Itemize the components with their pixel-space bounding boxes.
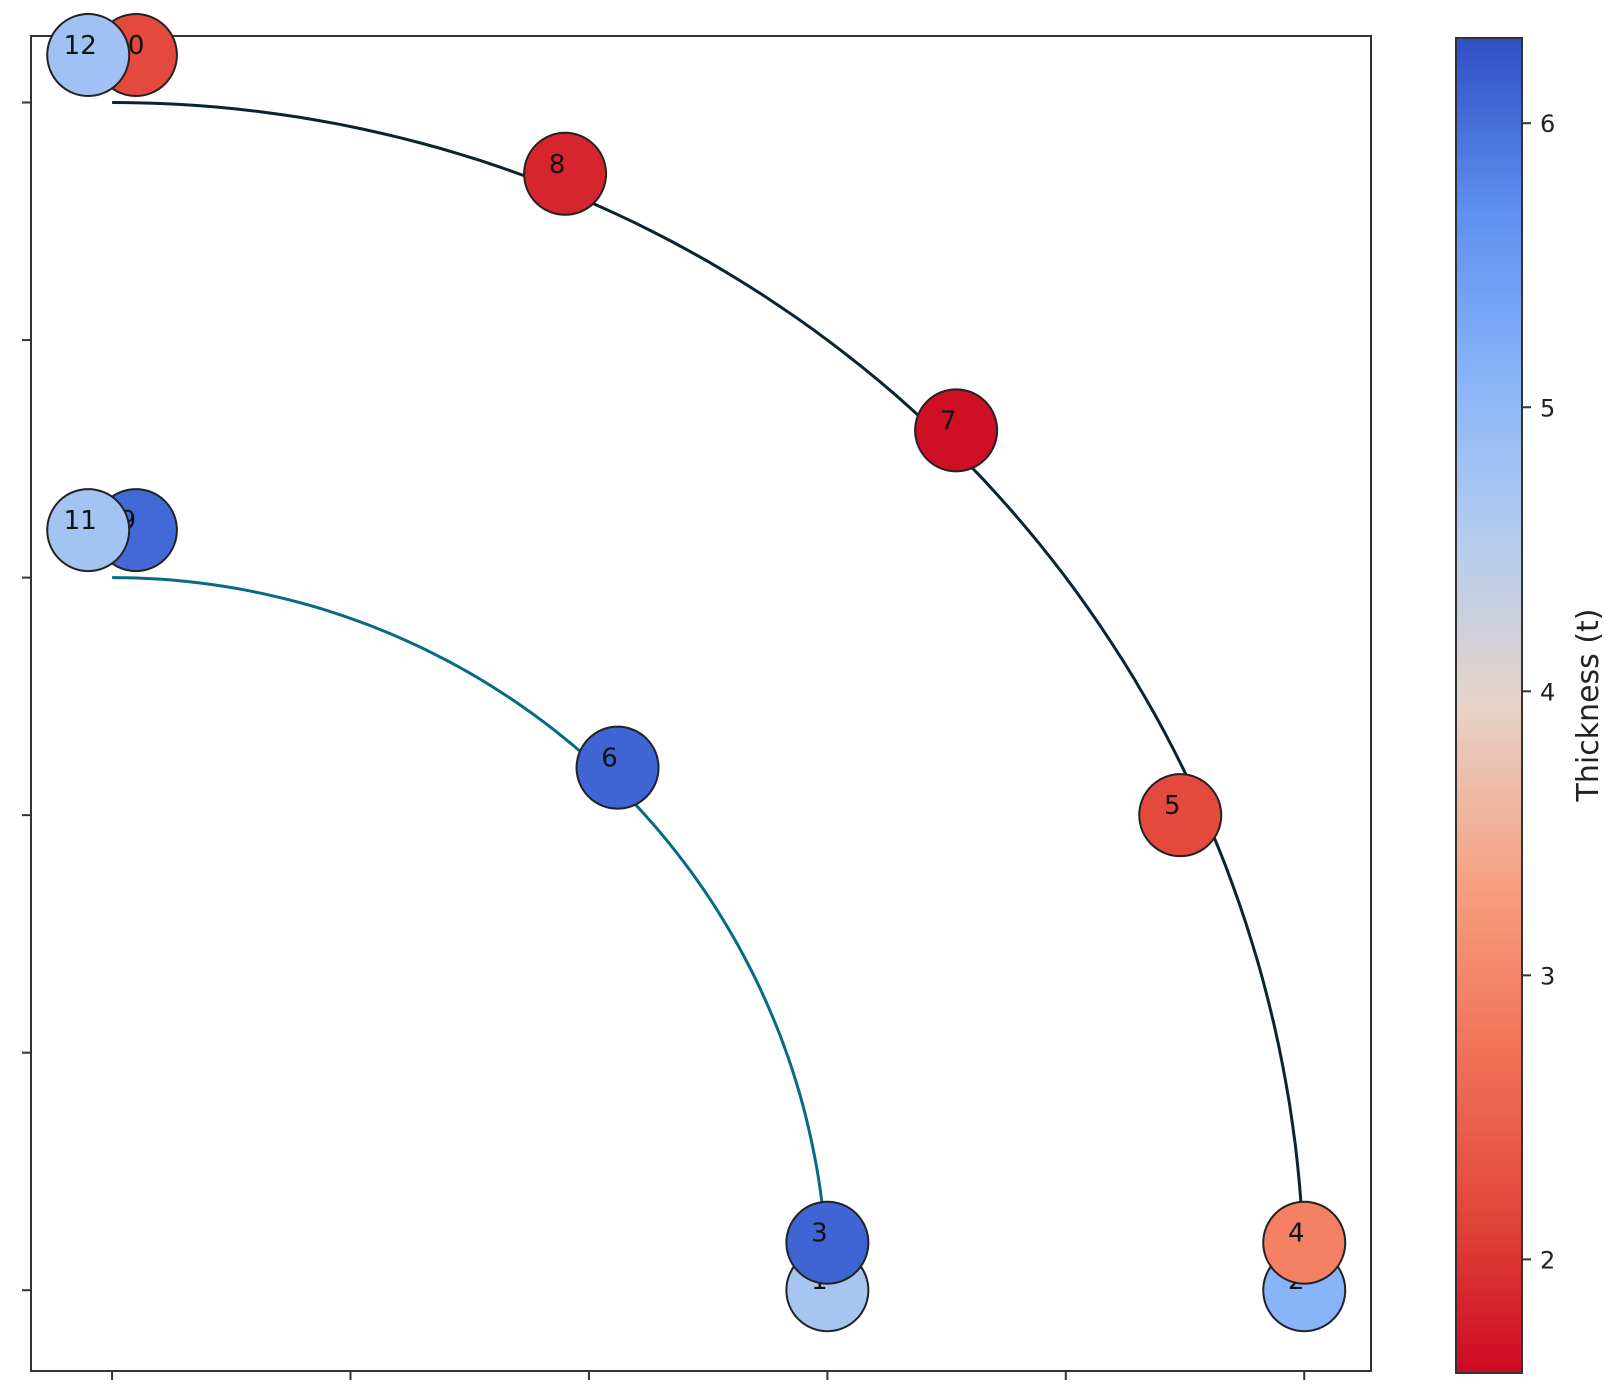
colorbar-tick-label-2: 4 (1540, 678, 1555, 706)
point-label-4: 4 (1288, 1219, 1305, 1249)
point-3 (785, 1200, 870, 1285)
colorbar-ticks: 2 3 4 5 6 (1522, 110, 1555, 1274)
point-label-11: 11 (64, 506, 97, 536)
point-12 (46, 13, 131, 98)
point-label-5: 5 (1164, 791, 1181, 821)
point-4 (1262, 1200, 1347, 1285)
point-6 (575, 725, 660, 810)
points-layer: 123456789101112 (46, 13, 1347, 1333)
colorbar-tick-label-0: 2 (1540, 1246, 1555, 1274)
point-label-12: 12 (64, 31, 97, 61)
plot-area (30, 35, 1372, 1372)
point-11 (46, 488, 131, 573)
colorbar (1455, 37, 1523, 1374)
point-5 (1138, 773, 1223, 858)
point-label-8: 8 (549, 150, 566, 180)
colorbar-tick-label-4: 6 (1540, 110, 1555, 138)
point-7 (914, 388, 999, 473)
point-label-7: 7 (940, 406, 957, 436)
point-label-3: 3 (811, 1219, 828, 1249)
point-label-6: 6 (601, 744, 618, 774)
axis-ticks (22, 101, 1306, 1380)
colorbar-tick-label-1: 3 (1540, 962, 1555, 990)
point-8 (523, 131, 608, 216)
colorbar-label: Thickness (t) (1571, 609, 1606, 803)
colorbar-tick-label-3: 5 (1540, 394, 1555, 422)
